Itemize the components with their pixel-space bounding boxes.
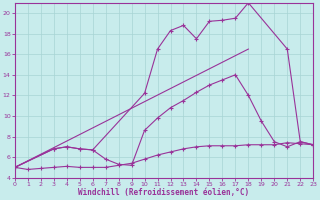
- X-axis label: Windchill (Refroidissement éolien,°C): Windchill (Refroidissement éolien,°C): [78, 188, 250, 197]
